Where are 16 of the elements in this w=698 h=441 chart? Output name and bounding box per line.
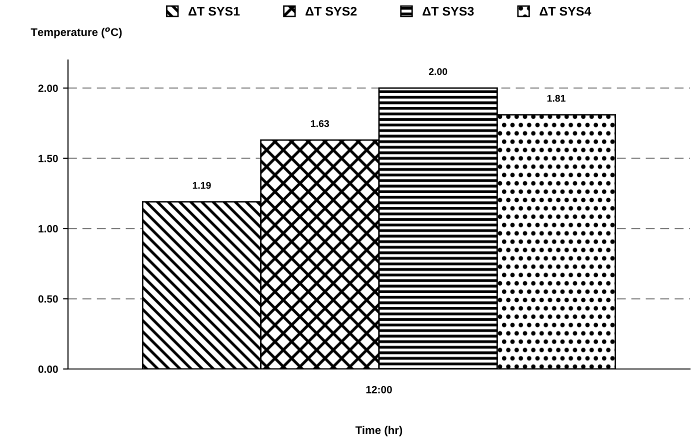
y-axis-title: Temperature ($^{o}$C) — [30, 27, 122, 38]
y-tick-label: 2.00 — [38, 84, 58, 92]
y-tick-label: 1.50 — [38, 154, 58, 162]
data-label: 2.00 — [428, 68, 448, 76]
x-axis-title: Time (hr) — [355, 426, 402, 436]
data-label: 1.19 — [192, 182, 211, 189]
data-label: 1.63 — [311, 120, 330, 128]
legend-label: ΔT SYS1 — [188, 6, 240, 16]
legend-label: ΔT SYS3 — [422, 6, 474, 16]
x-tick-label: 12:00 — [366, 386, 392, 394]
y-tick-label: 1.00 — [38, 225, 58, 232]
legend-label: ΔT SYS2 — [306, 6, 357, 16]
legend-label: ΔT SYS4 — [540, 6, 592, 16]
y-tick-label: 0.50 — [38, 295, 58, 303]
y-tick-label: 0.00 — [38, 366, 58, 373]
data-label: 1.81 — [547, 94, 566, 102]
